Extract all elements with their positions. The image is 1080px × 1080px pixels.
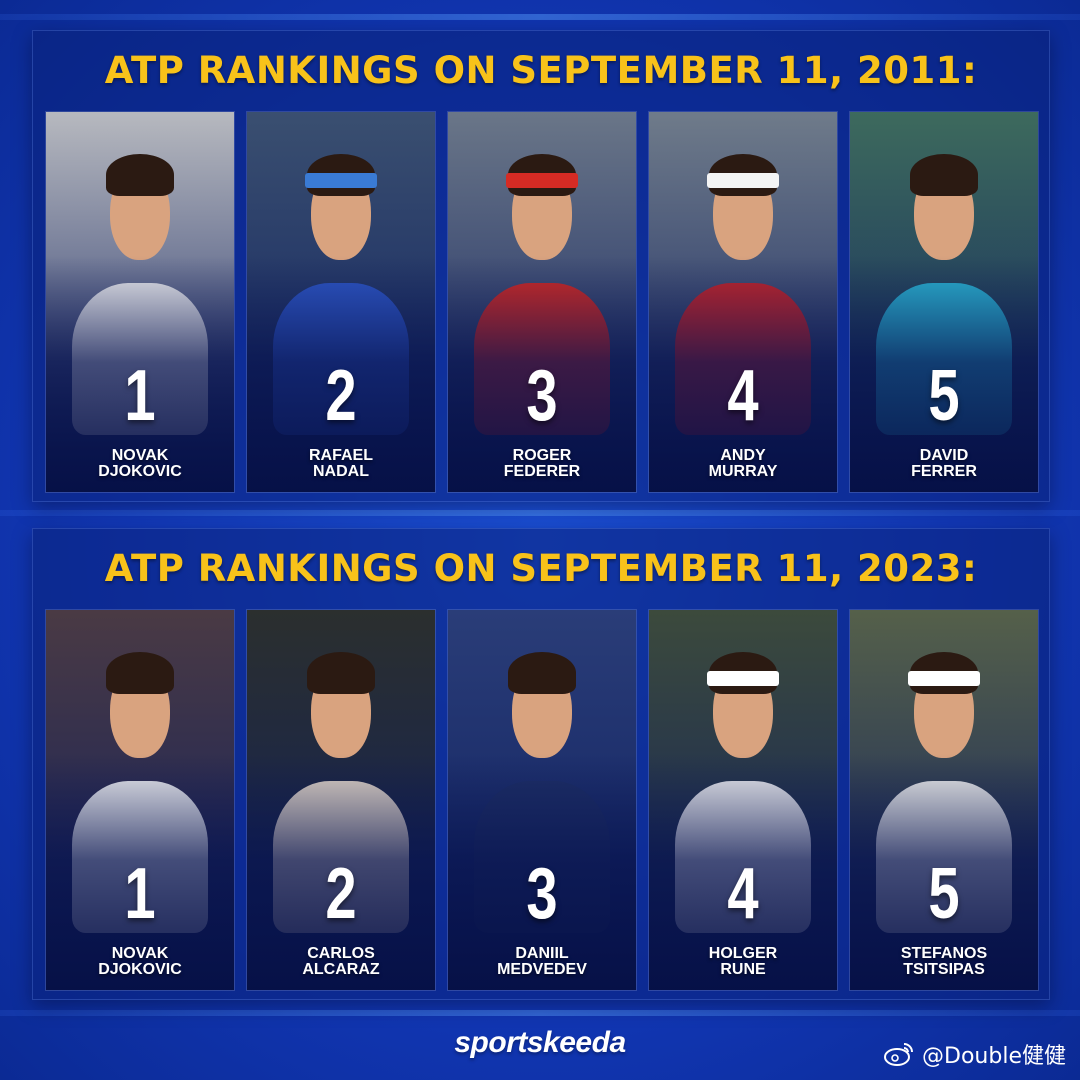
player-rank: 4: [727, 356, 759, 436]
player-name: DANIIL MEDVEDEV: [448, 946, 636, 978]
player-hair: [106, 153, 174, 196]
player-name: CARLOS ALCARAZ: [247, 946, 435, 978]
player-card: 1 NOVAK DJOKOVIC: [45, 609, 235, 991]
player-name: RAFAEL NADAL: [247, 448, 435, 480]
player-card: 3 DANIIL MEDVEDEV: [447, 609, 637, 991]
player-first-name: ROGER: [512, 447, 572, 464]
player-first-name: ANDY: [720, 447, 766, 464]
card-gradient-overlay: [448, 256, 636, 492]
player-first-name: DANIIL: [515, 945, 569, 962]
panel-title: ATP RANKINGS ON SEPTEMBER 11, 2023:: [104, 547, 978, 590]
card-gradient-overlay: [649, 754, 837, 990]
rankings-panel-2011: ATP RANKINGS ON SEPTEMBER 11, 2011: 1 NOV…: [32, 30, 1050, 502]
player-hair: [910, 153, 978, 196]
player-card: 4 ANDY MURRAY: [648, 111, 838, 493]
player-rank: 2: [325, 356, 357, 436]
player-card: 4 HOLGER RUNE: [648, 609, 838, 991]
player-rank: 5: [928, 854, 960, 934]
player-hair: [307, 651, 375, 694]
watermark-text: @Double健健: [922, 1044, 1066, 1069]
player-last-name: MURRAY: [708, 463, 778, 480]
player-card: 5 STEFANOS TSITSIPAS: [849, 609, 1039, 991]
player-name: DAVID FERRER: [850, 448, 1038, 480]
player-first-name: NOVAK: [111, 447, 169, 464]
player-headband: [506, 172, 578, 188]
card-gradient-overlay: [649, 256, 837, 492]
player-rank: 4: [727, 854, 759, 934]
player-headband: [908, 670, 980, 686]
player-headband: [305, 172, 377, 188]
player-name: NOVAK DJOKOVIC: [46, 448, 234, 480]
weibo-icon: [884, 1041, 914, 1067]
player-cards: 1 NOVAK DJOKOVIC 2 CARLOS ALCARAZ 3 DANIIL MEDVE…: [45, 609, 1039, 991]
card-gradient-overlay: [448, 754, 636, 990]
card-gradient-overlay: [850, 754, 1038, 990]
player-card: 5 DAVID FERRER: [849, 111, 1039, 493]
card-gradient-overlay: [850, 256, 1038, 492]
player-rank: 1: [124, 854, 156, 934]
player-card: 2 RAFAEL NADAL: [246, 111, 436, 493]
player-last-name: MEDVEDEV: [497, 961, 587, 978]
sportskeeda-logo: sportskeeda: [454, 1026, 626, 1059]
decorative-stripe: [0, 1010, 1080, 1016]
decorative-stripe: [0, 510, 1080, 516]
player-cards: 1 NOVAK DJOKOVIC 2 RAFAEL NADAL 3 ROGER FEDERER 4…: [45, 111, 1039, 493]
player-rank: 2: [325, 854, 357, 934]
player-last-name: FEDERER: [503, 463, 581, 480]
player-rank: 3: [526, 854, 558, 934]
card-gradient-overlay: [247, 256, 435, 492]
watermark: @Double健健: [884, 1038, 1066, 1070]
player-first-name: STEFANOS: [900, 945, 988, 962]
player-headband: [707, 670, 779, 686]
player-name: ANDY MURRAY: [649, 448, 837, 480]
player-name: HOLGER RUNE: [649, 946, 837, 978]
player-last-name: ALCARAZ: [302, 961, 380, 978]
player-name: STEFANOS TSITSIPAS: [850, 946, 1038, 978]
player-card: 3 ROGER FEDERER: [447, 111, 637, 493]
player-last-name: RUNE: [720, 961, 766, 978]
player-name: NOVAK DJOKOVIC: [46, 946, 234, 978]
player-last-name: DJOKOVIC: [98, 961, 182, 978]
decorative-stripe: [0, 14, 1080, 20]
player-first-name: NOVAK: [111, 945, 169, 962]
player-card: 1 NOVAK DJOKOVIC: [45, 111, 235, 493]
player-rank: 3: [526, 356, 558, 436]
panel-title: ATP RANKINGS ON SEPTEMBER 11, 2011:: [104, 49, 978, 92]
player-hair: [508, 651, 576, 694]
player-card: 2 CARLOS ALCARAZ: [246, 609, 436, 991]
player-last-name: TSITSIPAS: [903, 961, 985, 978]
player-first-name: CARLOS: [307, 945, 375, 962]
rankings-panel-2023: ATP RANKINGS ON SEPTEMBER 11, 2023: 1 NOV…: [32, 528, 1050, 1000]
player-rank: 1: [124, 356, 156, 436]
player-name: ROGER FEDERER: [448, 448, 636, 480]
player-rank: 5: [928, 356, 960, 436]
card-gradient-overlay: [247, 754, 435, 990]
player-headband: [707, 172, 779, 188]
player-first-name: HOLGER: [708, 945, 778, 962]
player-last-name: FERRER: [911, 463, 977, 480]
card-gradient-overlay: [46, 256, 234, 492]
player-last-name: DJOKOVIC: [98, 463, 182, 480]
player-first-name: DAVID: [919, 447, 969, 464]
player-hair: [106, 651, 174, 694]
player-last-name: NADAL: [313, 463, 369, 480]
player-first-name: RAFAEL: [309, 447, 373, 464]
card-gradient-overlay: [46, 754, 234, 990]
